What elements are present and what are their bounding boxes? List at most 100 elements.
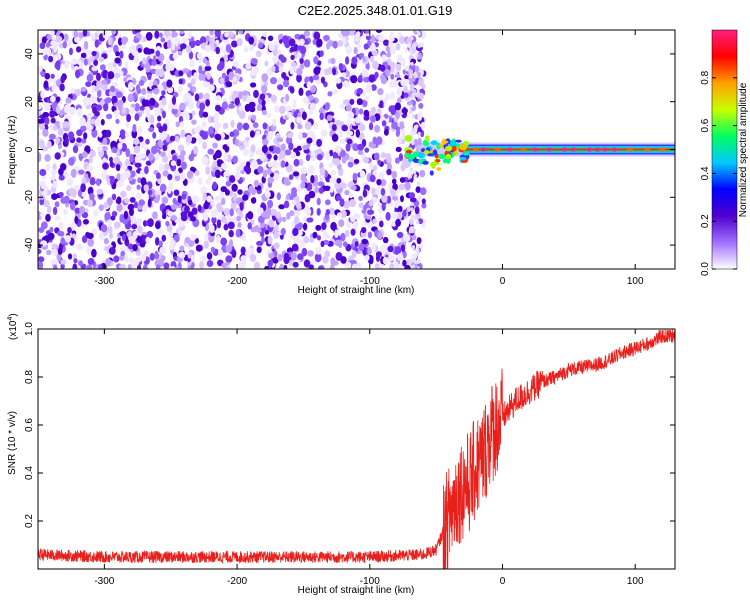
spectrogram-cell xyxy=(149,114,155,124)
spectrogram-cell xyxy=(391,121,398,130)
spectrogram-cell xyxy=(320,76,326,84)
spectrogram-cell xyxy=(275,211,282,219)
spectrogram-cell xyxy=(134,103,140,112)
spectrogram-cell xyxy=(49,110,56,118)
spectrogram-cell xyxy=(143,184,149,192)
spectrogram-cell xyxy=(214,30,221,38)
spectrogram-cell xyxy=(611,147,618,152)
spectrogram-cell xyxy=(198,109,204,118)
snr-y-label: SNR (10 * v/v) xyxy=(7,411,18,475)
spectrogram-cell xyxy=(341,30,348,37)
spectrogram-cell xyxy=(364,95,370,101)
spectrogram-cell xyxy=(266,112,272,119)
spectrogram-cell xyxy=(270,77,277,85)
spectrogram-cell xyxy=(107,46,113,53)
spectrogram-cell xyxy=(306,217,314,223)
spectrogram-cell xyxy=(119,129,126,137)
spectrogram-cell xyxy=(127,93,134,103)
spectrogram-cell xyxy=(121,107,127,114)
spectrogram-cell xyxy=(254,261,261,269)
spectrogram-cell xyxy=(40,180,46,190)
spectrogram-cell xyxy=(169,135,176,142)
spectrogram-cell xyxy=(319,50,324,57)
spectrogram-cell xyxy=(354,241,359,247)
spectrogram-cell xyxy=(191,110,196,116)
spectrogram-cell xyxy=(326,114,333,122)
spectrogram-cell xyxy=(225,180,232,187)
spectrogram-cell xyxy=(310,150,316,158)
spectrogram-cell xyxy=(213,153,218,161)
spectrogram-cell xyxy=(209,224,215,234)
spectrogram-cell xyxy=(459,144,467,151)
spectrogram-cell xyxy=(202,192,207,202)
spectrogram-cell xyxy=(129,197,136,203)
spectrogram-cell xyxy=(237,91,244,99)
spectrogram-cell xyxy=(283,200,290,209)
spectrogram-cell xyxy=(346,138,353,145)
spectrogram-cell xyxy=(128,257,135,264)
spectrogram-cell xyxy=(438,153,446,160)
spectrogram-cell xyxy=(133,37,140,44)
spectrogram-cell xyxy=(368,122,374,131)
spectrogram-cell xyxy=(319,106,325,115)
spectrogram-cell xyxy=(278,66,284,73)
spectrogram-cell xyxy=(399,36,406,45)
colorbar-tick-label: 0.6 xyxy=(700,118,711,132)
spectrogram-cell xyxy=(224,189,230,196)
spectrogram-cell xyxy=(180,214,188,222)
spectrogram-cell xyxy=(80,52,87,58)
spectrogram-cell xyxy=(336,212,342,218)
spectrogram-cell xyxy=(408,260,412,265)
spectrogram-cell xyxy=(309,237,314,243)
spectrogram-cell xyxy=(67,253,73,260)
spectrogram-cell xyxy=(391,170,398,179)
spectrogram-cell xyxy=(222,144,228,151)
spectrogram-cell xyxy=(190,234,197,240)
spectrogram-cell xyxy=(163,30,170,37)
spectrogram-cell xyxy=(54,201,60,208)
spectrogram-cell xyxy=(62,41,67,49)
spectrogram-cell xyxy=(96,72,101,81)
spectrogram-cell xyxy=(168,231,174,238)
spectrogram-cell xyxy=(45,163,51,171)
spectrogram-cell xyxy=(386,195,392,204)
spectrogram-cell xyxy=(244,30,252,34)
spectrogram-cell xyxy=(103,103,109,112)
spectrogram-cell xyxy=(199,260,204,269)
spectrogram-cell xyxy=(204,45,211,52)
spectrogram-cell xyxy=(403,233,411,243)
spectrogram-cell xyxy=(188,51,194,60)
spectrogram-cell xyxy=(423,150,430,155)
spectrogram-cell xyxy=(76,108,82,117)
colorbar-tick-label: 0.2 xyxy=(700,214,711,228)
spectrogram-cell xyxy=(261,212,269,218)
spectrogram-cell xyxy=(408,109,413,114)
spectrogram-cell xyxy=(296,67,303,76)
spectrogram-cell xyxy=(235,139,240,147)
spectrogram-cell xyxy=(285,93,290,102)
spectrogram-cell xyxy=(290,54,295,61)
spectrogram-cell xyxy=(532,147,539,152)
spectrogram-cell xyxy=(80,183,86,193)
spectrogram-cell xyxy=(135,192,142,200)
spectrogram-cell xyxy=(325,151,331,161)
spectrogram-cell xyxy=(203,240,209,249)
spectrogram-cell xyxy=(72,145,79,154)
spectrogram-cell xyxy=(388,254,395,262)
spectrogram-cell xyxy=(191,86,197,93)
spectrogram-cell xyxy=(370,115,376,123)
spectrogram-cell xyxy=(101,79,108,85)
spectrogram-cell xyxy=(233,192,237,202)
spectrogram-cell xyxy=(322,255,329,264)
spectrogram-cell xyxy=(280,160,286,168)
spectrogram-cell xyxy=(316,197,321,206)
spectrogram-cell xyxy=(251,114,257,121)
spectrogram-cell xyxy=(74,88,81,97)
spectrogram-cell xyxy=(394,157,400,164)
spectrogram-cell xyxy=(274,105,280,113)
x-tick-label: -300 xyxy=(94,276,114,287)
colorbar-gradient xyxy=(711,29,738,270)
spectrogram-cell xyxy=(253,179,259,187)
y-tick-label: 0 xyxy=(24,146,35,152)
